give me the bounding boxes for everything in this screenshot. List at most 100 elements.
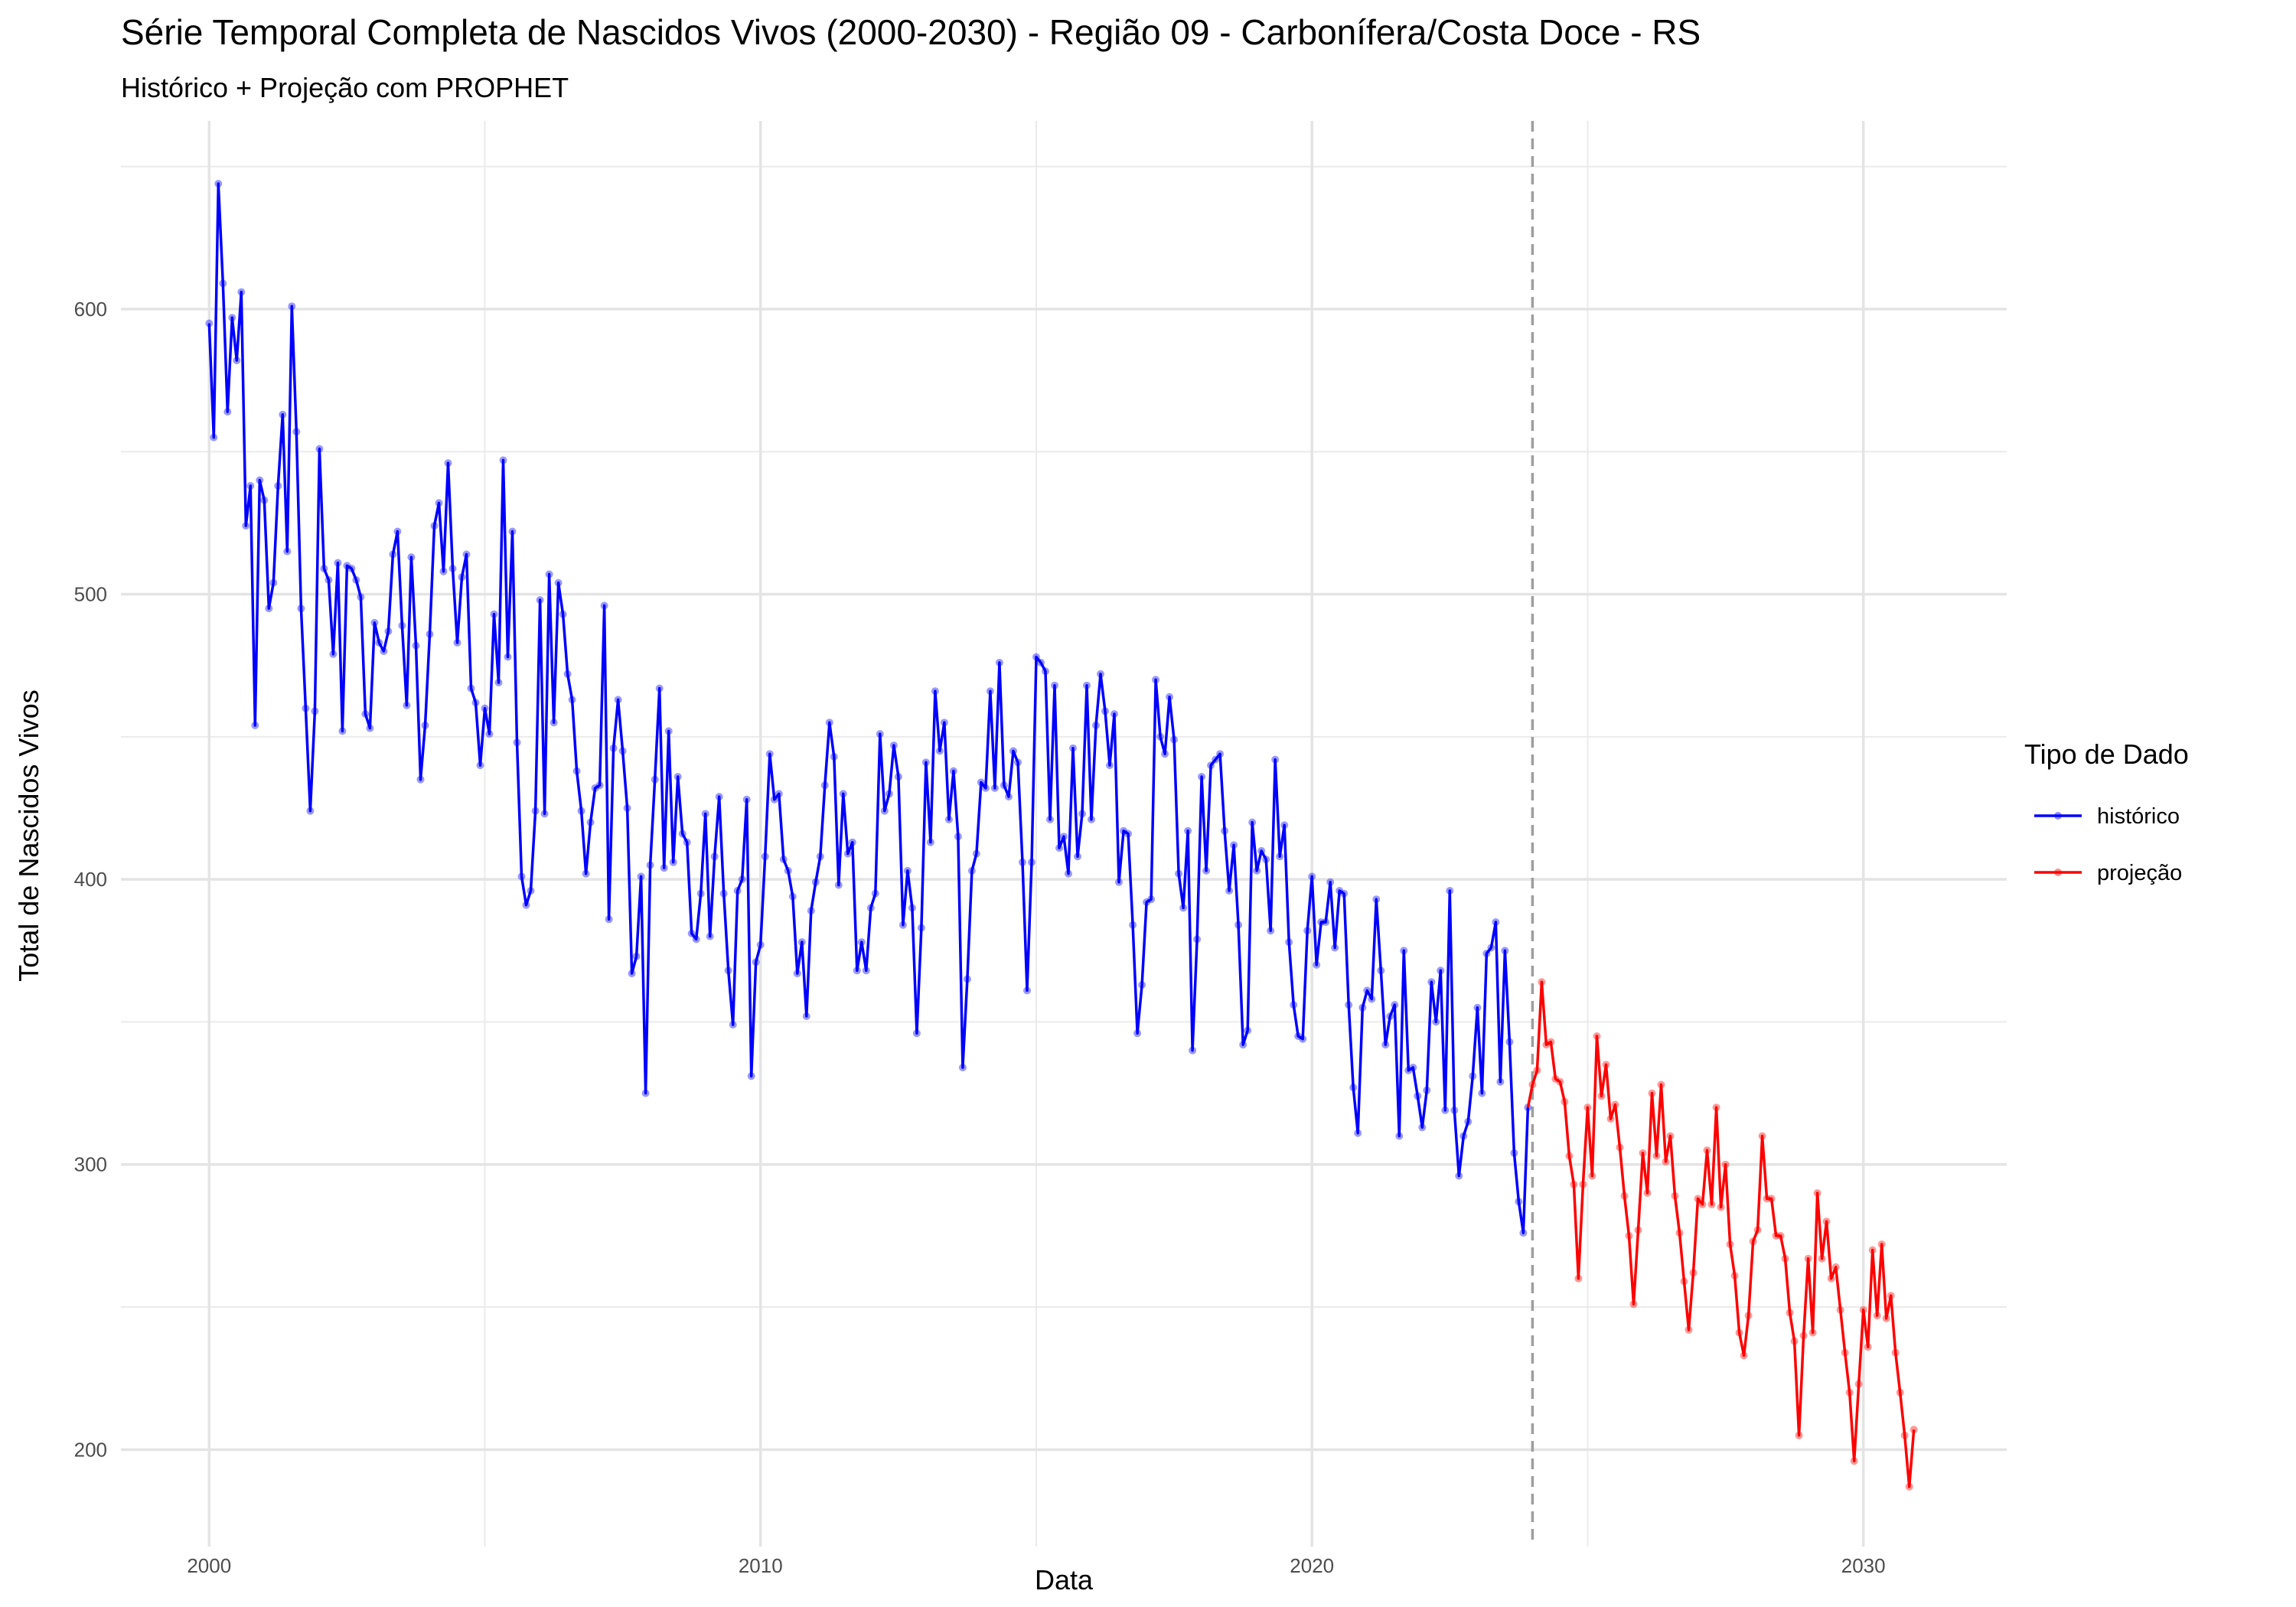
data-point-projecao — [1556, 1077, 1564, 1086]
data-point-historico — [1280, 821, 1289, 830]
data-point-projecao — [1666, 1132, 1675, 1140]
data-point-historico — [1386, 1012, 1394, 1020]
data-point-historico — [1482, 950, 1491, 957]
data-point-projecao — [1579, 1180, 1587, 1188]
data-point-historico — [393, 527, 402, 536]
data-point-historico — [559, 610, 567, 618]
data-point-historico — [279, 410, 287, 419]
data-point-historico — [439, 567, 448, 575]
data-point-historico — [908, 904, 916, 912]
legend-key-point-historico — [2054, 812, 2062, 820]
data-point-historico — [733, 887, 742, 895]
data-point-historico — [848, 838, 856, 846]
data-point-historico — [416, 775, 425, 784]
data-point-historico — [1423, 1086, 1431, 1094]
data-point-historico — [288, 302, 296, 311]
data-point-projecao — [1808, 1328, 1817, 1337]
data-point-historico — [1363, 986, 1371, 995]
data-point-historico — [343, 562, 351, 570]
data-point-historico — [876, 730, 884, 738]
data-point-historico — [1166, 693, 1174, 701]
data-point-historico — [302, 704, 310, 712]
data-point-historico — [242, 522, 250, 530]
data-point-historico — [1074, 852, 1081, 861]
data-point-historico — [494, 679, 503, 686]
data-point-projecao — [1652, 1152, 1661, 1160]
data-point-projecao — [1822, 1217, 1831, 1226]
data-point-historico — [554, 579, 563, 587]
data-point-historico — [1303, 927, 1312, 935]
data-point-projecao — [1533, 1066, 1541, 1074]
data-point-projecao — [1574, 1274, 1583, 1283]
data-point-historico — [899, 921, 907, 929]
data-point-historico — [1143, 898, 1151, 906]
data-point-historico — [967, 866, 976, 875]
legend-title: Tipo de Dado — [2024, 738, 2189, 770]
data-point-historico — [347, 565, 356, 572]
data-point-historico — [426, 630, 434, 638]
data-point-historico — [921, 758, 930, 767]
y-tick-label: 600 — [74, 298, 107, 321]
data-point-historico — [1124, 830, 1133, 838]
data-point-historico — [1336, 887, 1344, 895]
data-point-historico — [770, 795, 778, 804]
data-point-historico — [958, 1064, 967, 1071]
data-point-historico — [531, 807, 540, 815]
data-point-historico — [1239, 1041, 1247, 1049]
data-point-historico — [995, 658, 1003, 667]
data-point-historico — [972, 849, 980, 858]
data-point-historico — [550, 719, 558, 727]
data-point-projecao — [1818, 1254, 1826, 1263]
data-point-historico — [563, 670, 572, 678]
data-point-historico — [954, 833, 962, 841]
data-point-historico — [825, 719, 833, 727]
data-point-historico — [1032, 653, 1040, 661]
data-point-historico — [1129, 921, 1137, 929]
data-point-historico — [1267, 927, 1275, 935]
data-point-historico — [1202, 866, 1211, 875]
data-point-historico — [963, 975, 971, 983]
data-point-historico — [756, 940, 765, 949]
data-point-historico — [605, 915, 613, 924]
data-point-historico — [1152, 676, 1160, 684]
data-point-historico — [903, 866, 912, 875]
series-line-projecao — [1526, 980, 1916, 1488]
data-point-historico — [692, 935, 700, 944]
data-point-historico — [246, 481, 255, 490]
data-point-historico — [1019, 858, 1026, 866]
series-line-historico — [207, 182, 1530, 1234]
data-point-historico — [839, 790, 847, 798]
data-point-projecao — [1583, 1103, 1592, 1112]
data-point-historico — [1377, 966, 1385, 975]
data-point-historico — [269, 579, 278, 587]
data-point-historico — [871, 889, 879, 898]
data-point-historico — [595, 781, 604, 790]
data-point-historico — [1358, 1003, 1367, 1012]
data-point-projecao — [1680, 1277, 1688, 1286]
data-point-historico — [1037, 658, 1045, 667]
data-point-historico — [297, 605, 305, 613]
data-point-projecao — [1744, 1312, 1753, 1320]
data-point-historico — [210, 433, 218, 442]
data-point-historico — [1000, 781, 1008, 790]
data-point-projecao — [1767, 1195, 1776, 1203]
data-point-historico — [1138, 981, 1146, 989]
data-point-historico — [719, 889, 728, 898]
data-point-historico — [1464, 1117, 1473, 1126]
data-point-historico — [857, 938, 866, 947]
data-point-historico — [641, 1089, 650, 1097]
data-point-historico — [775, 790, 783, 798]
data-point-historico — [1469, 1072, 1477, 1081]
data-point-historico — [1437, 966, 1445, 975]
data-point-projecao — [1887, 1292, 1895, 1300]
data-point-projecao — [1836, 1305, 1844, 1314]
data-point-historico — [609, 744, 618, 752]
data-point-historico — [990, 784, 999, 792]
data-point-historico — [407, 553, 416, 562]
data-point-historico — [256, 476, 264, 484]
data-point-historico — [233, 357, 241, 364]
data-point-historico — [389, 550, 397, 559]
data-point-historico — [1092, 721, 1100, 729]
data-point-historico — [219, 279, 227, 288]
x-tick-label: 2020 — [1290, 1554, 1334, 1577]
